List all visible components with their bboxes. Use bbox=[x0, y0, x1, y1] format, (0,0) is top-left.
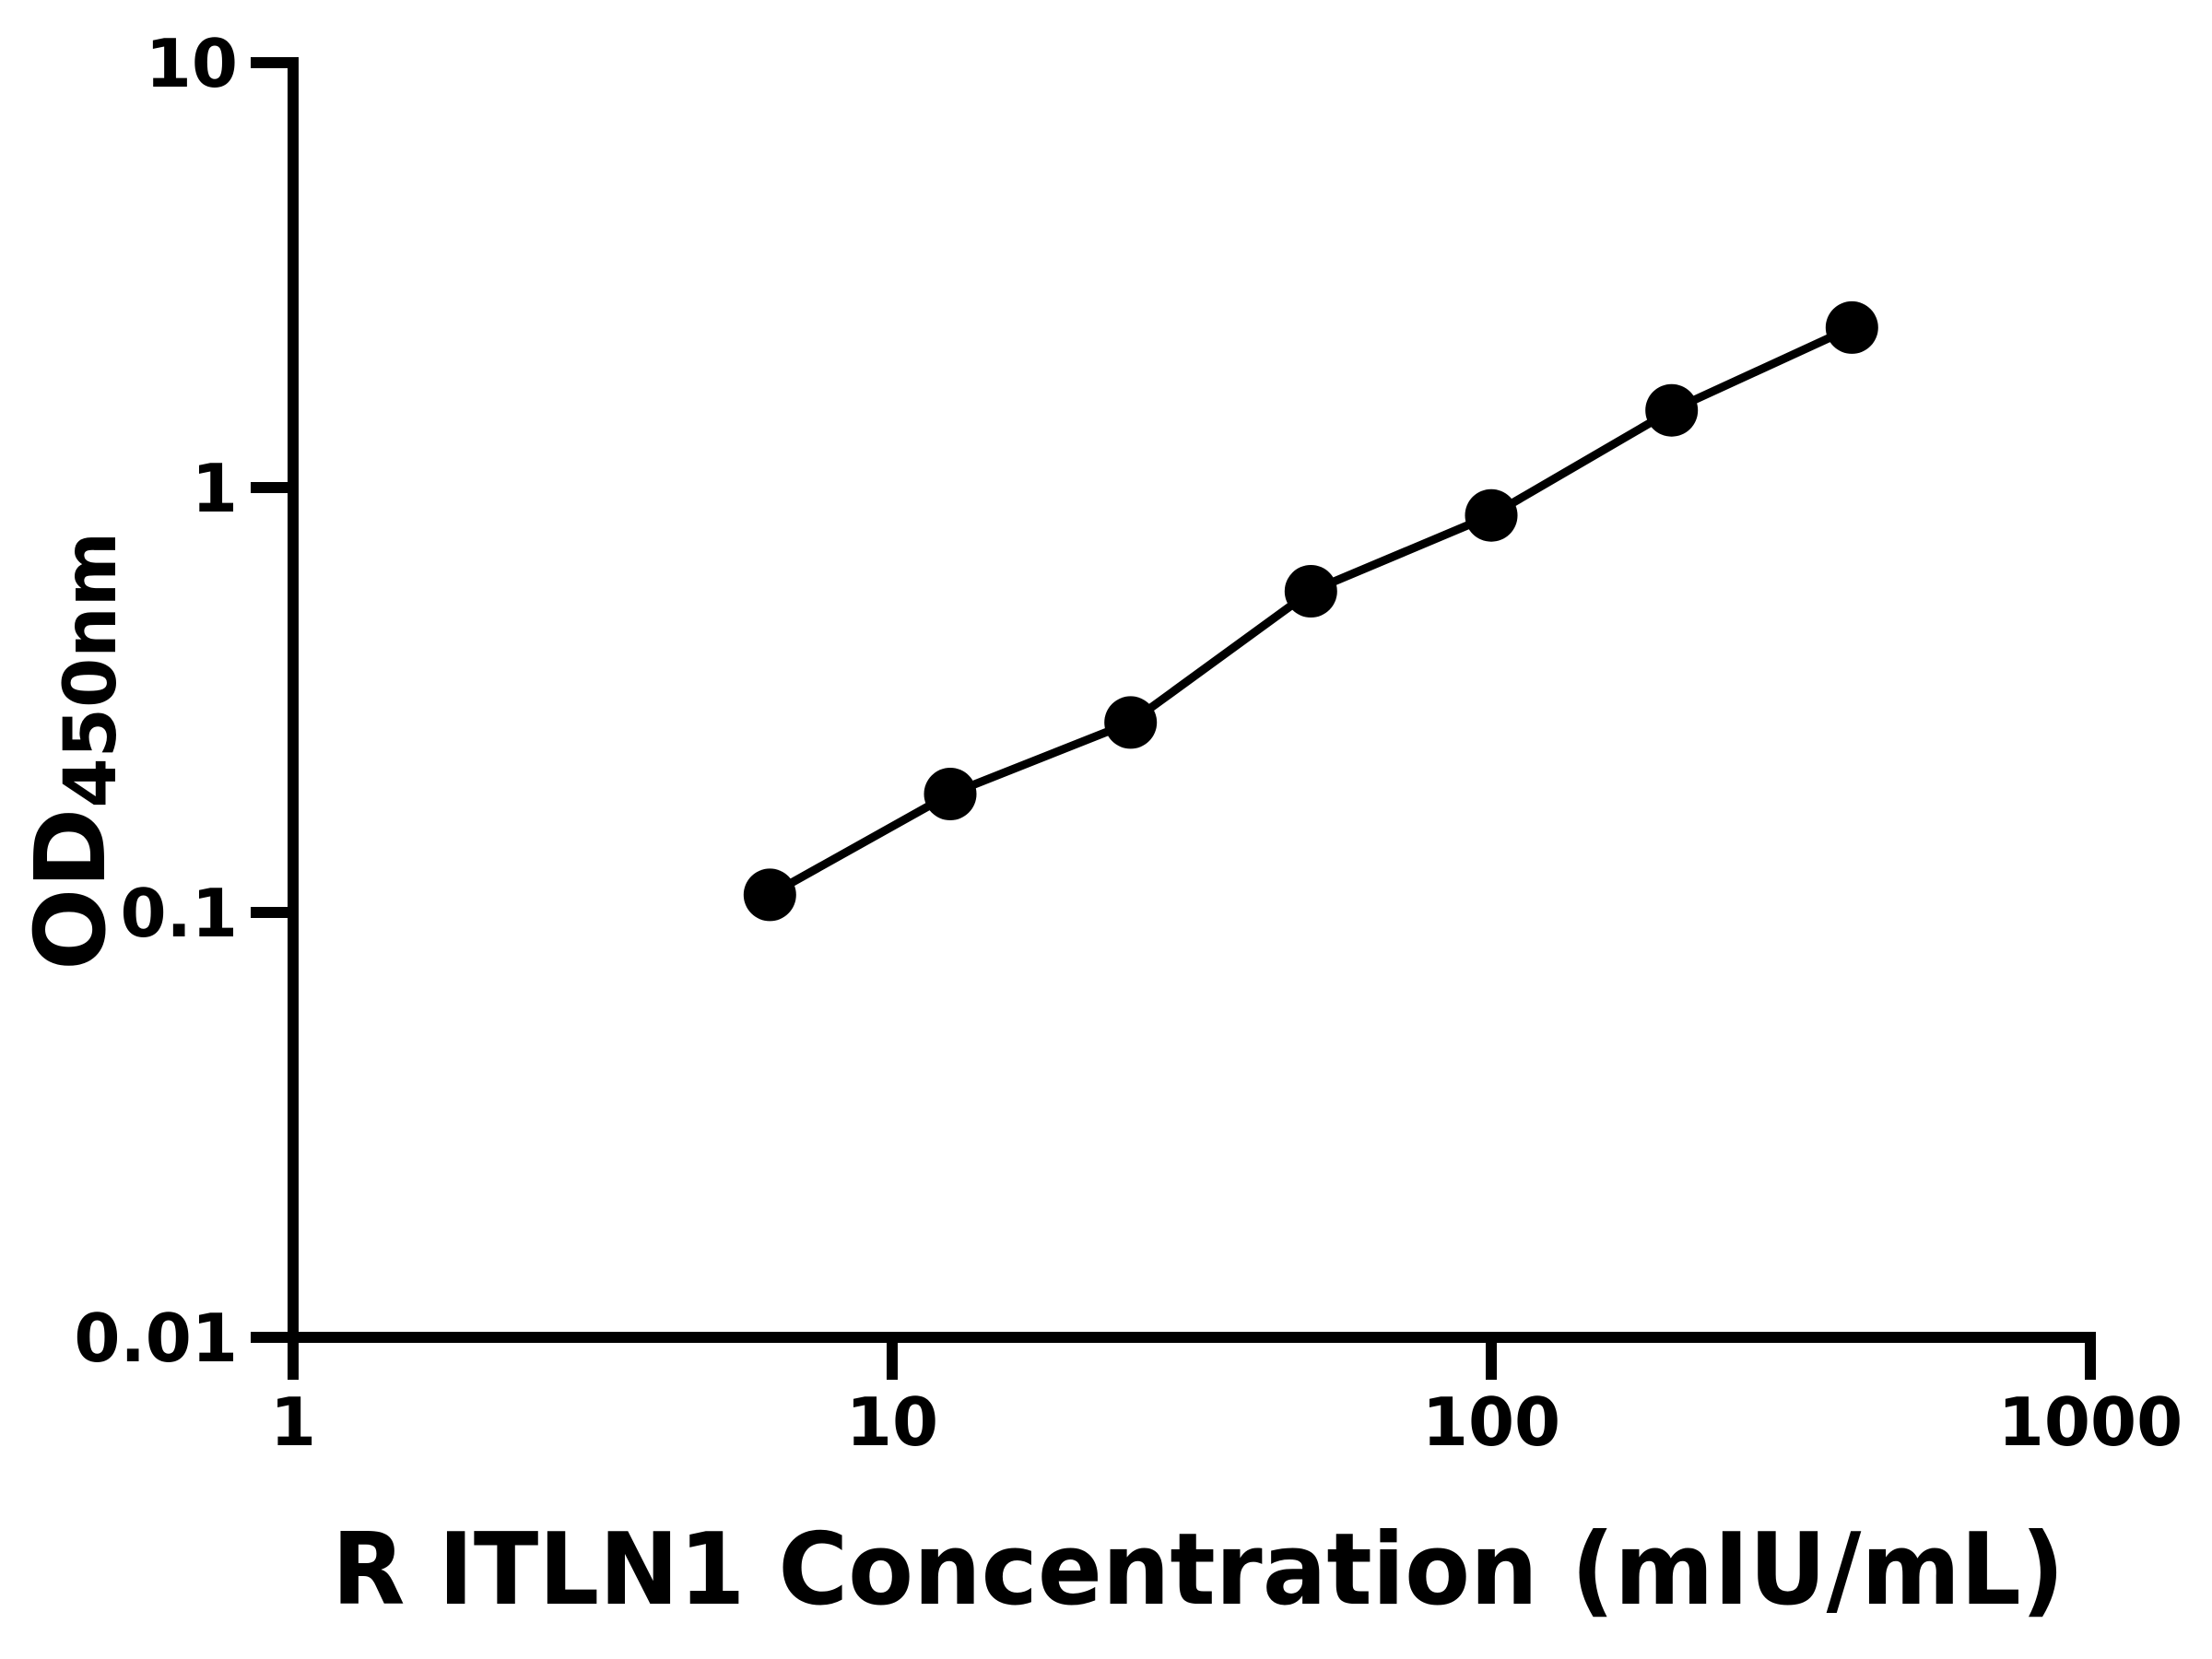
y-tick-label-0.1: 0.1 bbox=[120, 875, 238, 952]
x-tick-label-10: 10 bbox=[846, 1383, 938, 1461]
y-axis-title: OD450nm bbox=[15, 532, 133, 971]
x-tick-label-100: 100 bbox=[1422, 1383, 1560, 1461]
y-axis-title-main: OD bbox=[15, 808, 127, 971]
data-point-5 bbox=[1645, 383, 1699, 437]
data-point-6 bbox=[1825, 300, 1878, 354]
data-point-1 bbox=[924, 768, 977, 820]
data-point-3 bbox=[1284, 565, 1337, 618]
data-point-0 bbox=[743, 868, 796, 922]
y-tick-label-10: 10 bbox=[146, 25, 238, 102]
x-tick-label-1000: 1000 bbox=[1998, 1383, 2183, 1461]
y-tick-label-0.01: 0.01 bbox=[74, 1300, 238, 1377]
data-point-2 bbox=[1104, 696, 1158, 749]
x-tick-label-1: 1 bbox=[270, 1383, 316, 1461]
x-axis-title: R ITLN1 Concentration (mIU/mL) bbox=[332, 1512, 2065, 1628]
data-point-4 bbox=[1465, 488, 1518, 542]
y-axis-title-subscript: 450nm bbox=[50, 532, 133, 808]
y-tick-label-1: 1 bbox=[192, 450, 238, 527]
